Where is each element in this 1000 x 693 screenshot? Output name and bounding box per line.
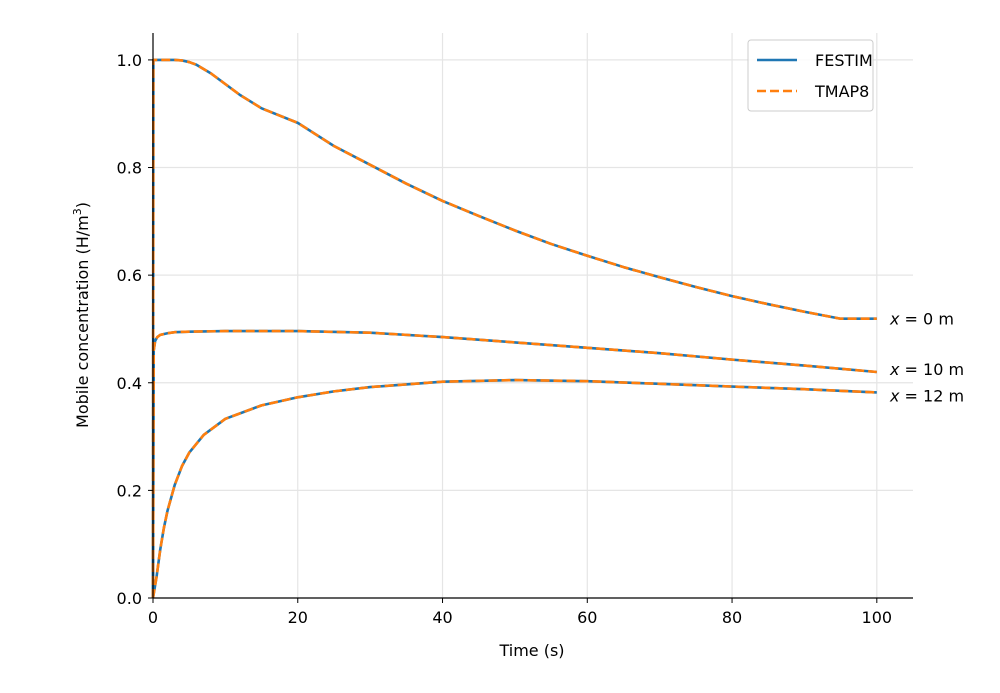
curve-annotation-var-2: x: [889, 386, 900, 405]
y-tick-label-2: 0.4: [117, 374, 142, 393]
curve-annotation-1: x = 10 m: [889, 360, 964, 379]
curve-annotation-0: x = 0 m: [889, 310, 954, 329]
x-tick-label-5: 100: [862, 608, 893, 627]
x-axis-title: Time (s): [498, 641, 564, 660]
y-tick-label-5: 1.0: [117, 51, 142, 70]
y-axis-title-main: Mobile concentration (H/m: [73, 215, 92, 428]
festim-line-2: [151, 378, 877, 599]
festim-line-0: [151, 58, 877, 599]
axes-layer: [152, 33, 913, 599]
y-tick-label-0: 0.0: [117, 589, 142, 608]
legend-label-tmap8: TMAP8: [814, 82, 869, 101]
y-tick-label-4: 0.8: [117, 159, 142, 178]
grid-layer: [153, 33, 913, 598]
y-axis-title-sup: 3: [71, 208, 84, 215]
y-tick-label-3: 0.6: [117, 266, 142, 285]
x-tick-label-1: 20: [288, 608, 308, 627]
tmap8-line-1: [151, 329, 877, 599]
curve-annotation-text-0: = 0 m: [899, 310, 953, 329]
curve-annotation-var-1: x: [889, 360, 900, 379]
x-tick-label-0: 0: [148, 608, 158, 627]
curve-annotation-2: x = 12 m: [889, 386, 964, 405]
y-tick-label-1: 0.2: [117, 481, 142, 500]
curve-annotation-var-0: x: [889, 310, 900, 329]
x-tick-label-2: 40: [432, 608, 452, 627]
curve-annotation-text-2: = 12 m: [899, 386, 964, 405]
tmap8-line-2: [151, 378, 877, 599]
x-tick-label-4: 80: [722, 608, 742, 627]
tmap8-line-0: [151, 58, 877, 599]
annotation-layer: x = 0 mx = 10 mx = 12 m: [889, 310, 964, 406]
curve-annotation-text-1: = 10 m: [899, 360, 964, 379]
legend-label-festim: FESTIM: [815, 51, 873, 70]
ticks-layer: 0 20 40 60 80 100 0.0 0.2 0.4 0.6 0.8 1.0: [117, 51, 893, 627]
legend-frame: [747, 39, 874, 112]
festim-line-1: [151, 329, 877, 599]
x-tick-label-3: 60: [577, 608, 597, 627]
legend: FESTIM TMAP8: [747, 39, 874, 112]
series-layer: [151, 58, 877, 599]
y-axis-title-end: ): [73, 202, 92, 208]
y-axis-title: Mobile concentration (H/m3): [71, 202, 92, 428]
